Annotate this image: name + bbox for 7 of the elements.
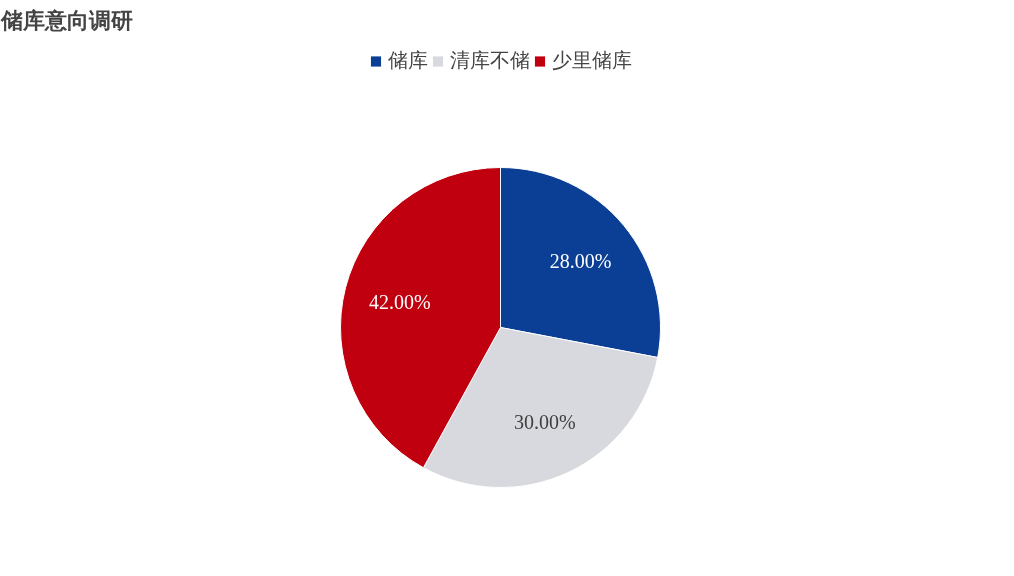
legend-label: 储库 <box>387 47 428 74</box>
data-label: 28.00% <box>549 250 612 273</box>
legend-label: 清库不储 <box>449 47 530 74</box>
text: 储库意向调研 <box>0 7 133 33</box>
data-label: 42.00% <box>368 290 431 313</box>
legend-label: 少里储库 <box>551 47 632 74</box>
data-label: 30.00% <box>513 410 576 433</box>
